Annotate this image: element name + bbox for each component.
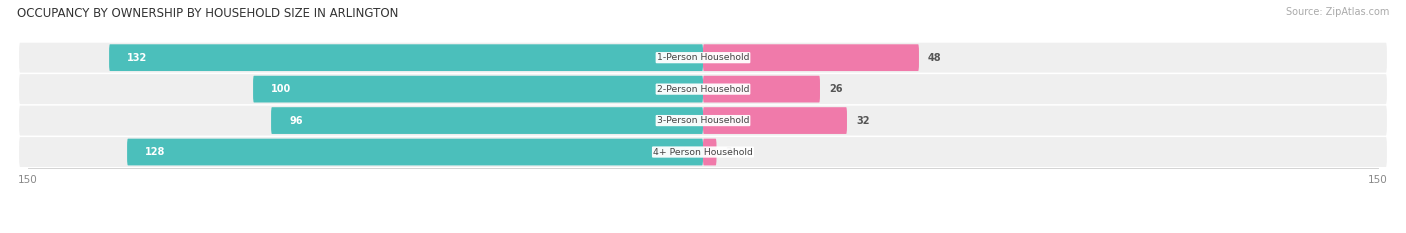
Text: 48: 48 xyxy=(928,53,942,63)
Text: 26: 26 xyxy=(830,84,842,94)
Text: 2-Person Household: 2-Person Household xyxy=(657,85,749,94)
FancyBboxPatch shape xyxy=(271,107,703,134)
FancyBboxPatch shape xyxy=(703,139,717,165)
FancyBboxPatch shape xyxy=(20,74,1386,104)
FancyBboxPatch shape xyxy=(703,76,820,103)
Text: 3-Person Household: 3-Person Household xyxy=(657,116,749,125)
Text: 128: 128 xyxy=(145,147,166,157)
FancyBboxPatch shape xyxy=(127,139,703,165)
FancyBboxPatch shape xyxy=(20,137,1386,167)
FancyBboxPatch shape xyxy=(703,107,846,134)
Text: 4+ Person Household: 4+ Person Household xyxy=(652,147,754,157)
FancyBboxPatch shape xyxy=(253,76,703,103)
Text: 1-Person Household: 1-Person Household xyxy=(657,53,749,62)
FancyBboxPatch shape xyxy=(20,43,1386,73)
Text: 132: 132 xyxy=(127,53,148,63)
Text: 3: 3 xyxy=(725,147,733,157)
FancyBboxPatch shape xyxy=(703,44,920,71)
Text: Source: ZipAtlas.com: Source: ZipAtlas.com xyxy=(1285,7,1389,17)
FancyBboxPatch shape xyxy=(110,44,703,71)
Text: 100: 100 xyxy=(271,84,291,94)
Text: OCCUPANCY BY OWNERSHIP BY HOUSEHOLD SIZE IN ARLINGTON: OCCUPANCY BY OWNERSHIP BY HOUSEHOLD SIZE… xyxy=(17,7,398,20)
Text: 32: 32 xyxy=(856,116,869,126)
Text: 96: 96 xyxy=(290,116,302,126)
FancyBboxPatch shape xyxy=(20,106,1386,136)
